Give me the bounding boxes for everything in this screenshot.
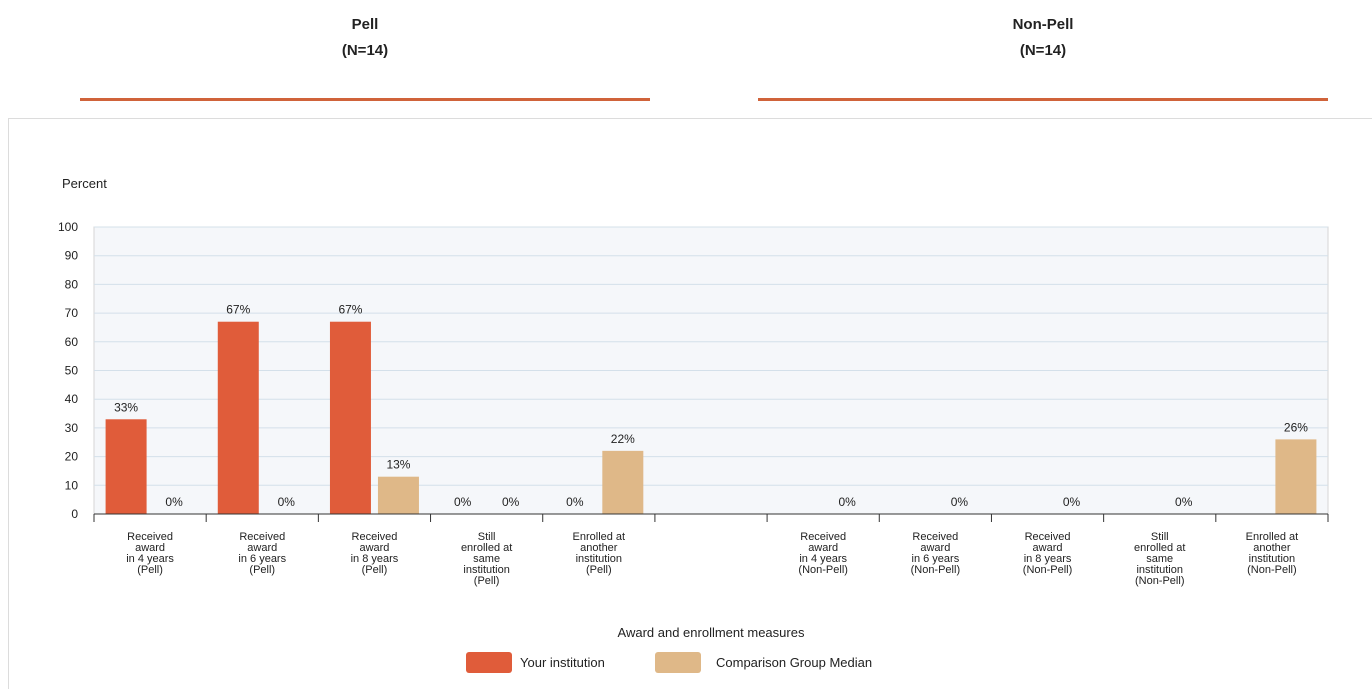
data-label: 67% — [338, 303, 362, 317]
group-n-pell: (N=14) — [341, 42, 389, 59]
y-axis-title: Percent — [62, 176, 107, 191]
category-label: Received — [800, 531, 846, 543]
x-axis — [93, 513, 1329, 522]
group-title-pell: Pell — [351, 16, 379, 33]
category-label: Received — [127, 531, 173, 543]
y-tick-label: 40 — [65, 392, 79, 406]
legend-label: Comparison Group Median — [716, 655, 872, 670]
category-label: Received — [239, 531, 285, 543]
bar — [329, 321, 371, 514]
y-tick-label: 90 — [65, 249, 79, 263]
bars — [105, 321, 1317, 514]
category-label: award — [920, 542, 950, 554]
group-header-non-pell: Non-Pell (N=14) — [758, 12, 1328, 101]
category-label: award — [1033, 542, 1063, 554]
group-header-pell: Pell (N=14) — [80, 12, 650, 101]
category-label: award — [808, 542, 838, 554]
data-label: 0% — [502, 495, 520, 509]
bar — [602, 450, 644, 514]
category-label: enrolled at — [1134, 542, 1185, 554]
category-label: (Non-Pell) — [1023, 564, 1073, 576]
y-tick-label: 50 — [65, 364, 79, 378]
category-label: Received — [352, 531, 398, 543]
category-label: award — [359, 542, 389, 554]
y-axis-ticks: 0 10 20 30 40 50 60 70 80 90 100 — [58, 220, 78, 521]
y-tick-label: 20 — [65, 450, 79, 464]
y-tick-label: 10 — [65, 478, 79, 492]
y-tick-label: 60 — [65, 335, 79, 349]
data-label: 22% — [611, 432, 635, 446]
category-label: award — [247, 542, 277, 554]
data-label: 26% — [1284, 420, 1308, 434]
category-label: (Pell) — [586, 564, 612, 576]
data-label: 0% — [278, 495, 296, 509]
data-label: 0% — [566, 495, 584, 509]
y-tick-label: 70 — [65, 306, 79, 320]
group-rule-non-pell — [758, 98, 1328, 101]
category-label: (Non-Pell) — [911, 564, 961, 576]
data-label: 33% — [114, 400, 138, 414]
group-title-non-pell: Non-Pell — [1012, 16, 1074, 33]
group-n-non-pell: (N=14) — [1019, 42, 1067, 59]
category-label: (Pell) — [362, 564, 388, 576]
category-label: Received — [912, 531, 958, 543]
bar — [217, 321, 259, 514]
category-label: same — [473, 553, 500, 565]
category-label: in 8 years — [1024, 553, 1072, 565]
data-label: 0% — [1175, 495, 1193, 509]
y-tick-label: 100 — [58, 220, 78, 234]
category-label: (Non-Pell) — [1135, 575, 1185, 587]
category-label: award — [135, 542, 165, 554]
data-label: 13% — [386, 458, 410, 472]
category-label: in 6 years — [238, 553, 286, 565]
data-label: 0% — [839, 495, 857, 509]
bar — [105, 419, 147, 514]
data-labels: 33% 67% 67% 0% 0% 0% 0% 13% 0% 22% 0% 0% 0% 0% 26% — [114, 303, 1308, 509]
category-label: Received — [1025, 531, 1071, 543]
bar — [1275, 439, 1317, 514]
category-label: Still — [478, 531, 496, 543]
category-label: (Non-Pell) — [1247, 564, 1297, 576]
category-label: same — [1146, 553, 1173, 565]
data-label: 0% — [165, 495, 183, 509]
y-tick-label: 0 — [71, 507, 78, 521]
legend-label: Your institution — [520, 655, 605, 670]
legend-swatch — [466, 652, 512, 673]
category-label: (Non-Pell) — [798, 564, 848, 576]
legend: Your institution Comparison Group Median — [466, 652, 872, 673]
category-label: (Pell) — [249, 564, 275, 576]
category-label: enrolled at — [461, 542, 512, 554]
x-axis-title: Award and enrollment measures — [618, 625, 805, 640]
y-tick-label: 30 — [65, 421, 79, 435]
category-label: another — [580, 542, 618, 554]
group-rule-pell — [80, 98, 650, 101]
category-label: (Pell) — [474, 575, 500, 587]
category-label: institution — [1136, 564, 1182, 576]
category-label: in 8 years — [351, 553, 399, 565]
category-label: institution — [463, 564, 509, 576]
category-label: institution — [576, 553, 622, 565]
category-label: in 4 years — [799, 553, 847, 565]
category-label: Still — [1151, 531, 1169, 543]
bar — [377, 476, 419, 514]
data-label: 0% — [1063, 495, 1081, 509]
legend-swatch — [655, 652, 701, 673]
data-label: 0% — [951, 495, 969, 509]
category-label: institution — [1249, 553, 1295, 565]
category-label: in 6 years — [912, 553, 960, 565]
data-label: 67% — [226, 303, 250, 317]
chart-frame — [8, 118, 1372, 689]
gridlines — [94, 226, 1328, 486]
category-label: another — [1253, 542, 1291, 554]
data-label: 0% — [454, 495, 472, 509]
category-label: Enrolled at — [1246, 531, 1299, 543]
category-label: in 4 years — [126, 553, 174, 565]
y-tick-label: 80 — [65, 277, 79, 291]
category-label: Enrolled at — [573, 531, 626, 543]
category-label: (Pell) — [137, 564, 163, 576]
